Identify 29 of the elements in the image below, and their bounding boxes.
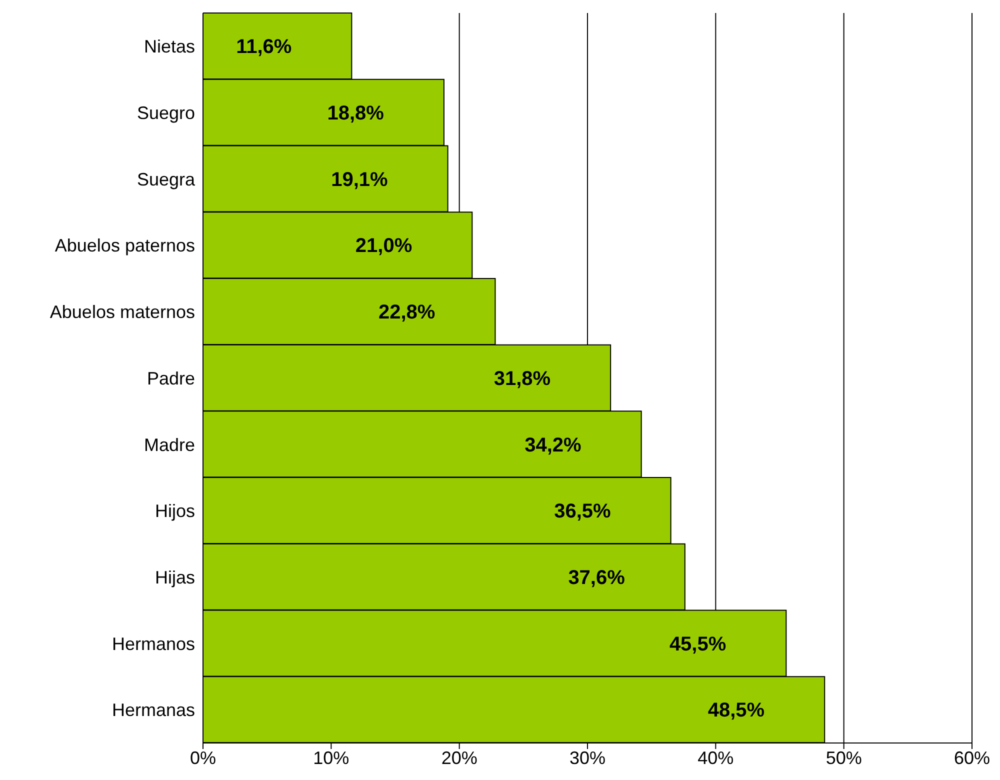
x-tick-label: 30%	[569, 748, 606, 768]
x-tick-label: 10%	[313, 748, 350, 768]
y-tick-label: Madre	[144, 434, 195, 455]
data-label: 37,6%	[568, 567, 626, 590]
y-tick-label: Hermanos	[112, 634, 195, 654]
y-tick-label: Suegro	[136, 102, 195, 123]
y-tick-label: Nietas	[144, 36, 195, 57]
y-tick-label: Suegra	[136, 169, 196, 190]
data-label: 36,5%	[554, 500, 612, 523]
x-tick-label: 50%	[826, 748, 862, 768]
y-tick-label: Abuelos maternos	[50, 302, 195, 322]
x-tick-label: 60%	[954, 748, 990, 768]
data-label: 11,6%	[236, 36, 292, 58]
data-label: 21,0%	[355, 235, 412, 258]
data-label: 18,8%	[327, 102, 384, 124]
y-tick-label: Hermanas	[112, 700, 195, 720]
data-label: 31,8%	[494, 368, 551, 390]
data-label: 19,1%	[331, 168, 388, 191]
x-tick-label: 20%	[441, 748, 478, 768]
x-tick-label: 40%	[698, 748, 734, 768]
y-tick-label: Abuelos paternos	[54, 236, 195, 256]
data-label: 34,2%	[524, 434, 582, 456]
data-label: 48,5%	[708, 700, 765, 722]
y-tick-label: Hijos	[154, 501, 195, 522]
data-label: 22,8%	[378, 302, 436, 324]
x-tick-label: 0%	[190, 748, 216, 768]
y-tick-label: Hijas	[154, 567, 195, 588]
y-tick-label: Padre	[146, 368, 195, 388]
data-label: 45,5%	[669, 633, 726, 656]
